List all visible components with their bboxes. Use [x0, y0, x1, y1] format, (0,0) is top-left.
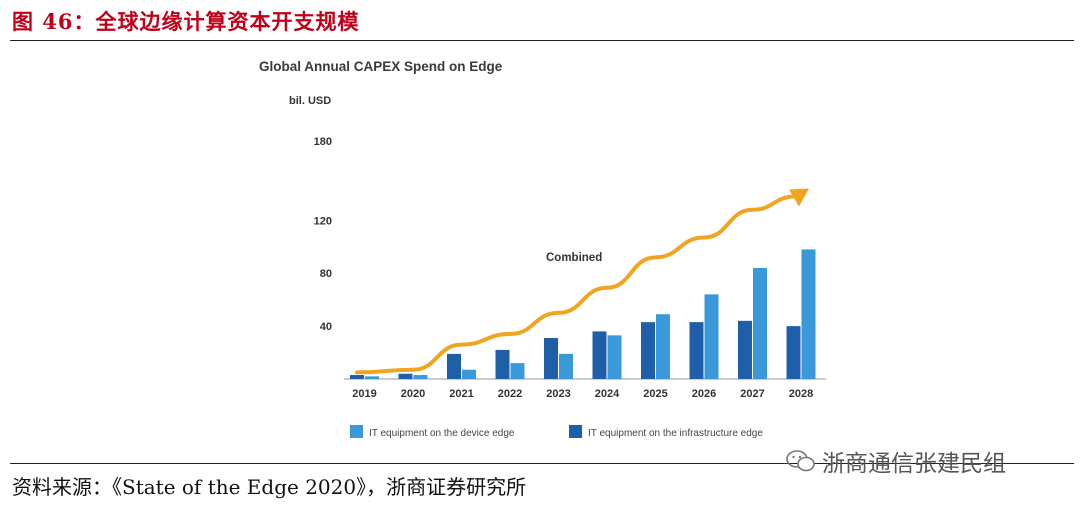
bar-device-edge — [656, 314, 670, 379]
x-tick-label: 2020 — [401, 388, 425, 400]
y-tick-label: 120 — [314, 215, 332, 227]
legend-swatch — [569, 425, 582, 438]
wechat-icon — [786, 450, 815, 472]
x-tick-label: 2021 — [449, 388, 473, 400]
bar-infrastructure-edge — [447, 353, 461, 379]
x-tick-label: 2022 — [498, 388, 522, 400]
y-tick-label: 180 — [314, 136, 332, 148]
bar-device-edge — [462, 369, 476, 379]
x-tick-label: 2025 — [643, 388, 667, 400]
watermark-text: 浙商通信张建民组 — [822, 451, 1006, 477]
bar-infrastructure-edge — [592, 331, 607, 379]
x-tick-label: 2026 — [692, 388, 716, 400]
figure-title: 图 46：全球边缘计算资本开支规模 — [12, 9, 360, 34]
legend-label: IT equipment on the device edge — [369, 428, 515, 439]
legend-label: IT equipment on the infrastructure edge — [588, 428, 763, 439]
source-note: 资料来源：《State of the Edge 2020》，浙商证券研究所 — [12, 475, 527, 499]
bar-device-edge — [607, 335, 622, 379]
bar-device-edge — [413, 375, 428, 379]
bar-infrastructure-edge — [689, 322, 704, 379]
y-axis-unit: bil. USD — [289, 95, 331, 107]
bar-infrastructure-edge — [738, 320, 752, 379]
x-tick-label: 2019 — [352, 388, 376, 400]
x-tick-label: 2024 — [595, 388, 620, 400]
legend-swatch — [350, 425, 363, 438]
bar-device-edge — [704, 294, 719, 379]
chart-title: Global Annual CAPEX Spend on Edge — [259, 59, 503, 74]
bar-infrastructure-edge — [641, 322, 655, 379]
watermark: 浙商通信张建民组 — [786, 444, 1006, 478]
combined-arrowhead — [789, 188, 809, 207]
y-tick-label: 80 — [320, 268, 332, 280]
bar-infrastructure-edge — [786, 326, 801, 379]
x-tick-label: 2023 — [546, 388, 570, 400]
y-tick-label: 40 — [320, 321, 332, 333]
bar-infrastructure-edge — [544, 338, 558, 379]
x-tick-label: 2028 — [789, 388, 813, 400]
x-tick-label: 2027 — [740, 388, 764, 400]
bar-device-edge — [801, 249, 816, 379]
combined-trend-line — [355, 194, 797, 375]
bar-infrastructure-edge — [495, 349, 510, 379]
bar-infrastructure-edge — [350, 375, 364, 379]
combined-label: Combined — [546, 252, 602, 264]
bar-device-edge — [510, 363, 525, 379]
bar-device-edge — [559, 353, 573, 379]
top-divider — [10, 40, 1074, 41]
bar-infrastructure-edge — [398, 373, 413, 379]
bar-device-edge — [365, 376, 379, 379]
bar-device-edge — [753, 267, 767, 379]
bottom-divider — [10, 463, 1074, 464]
